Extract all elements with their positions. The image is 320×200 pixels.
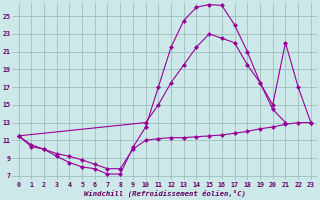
X-axis label: Windchill (Refroidissement éolien,°C): Windchill (Refroidissement éolien,°C) — [84, 190, 246, 197]
